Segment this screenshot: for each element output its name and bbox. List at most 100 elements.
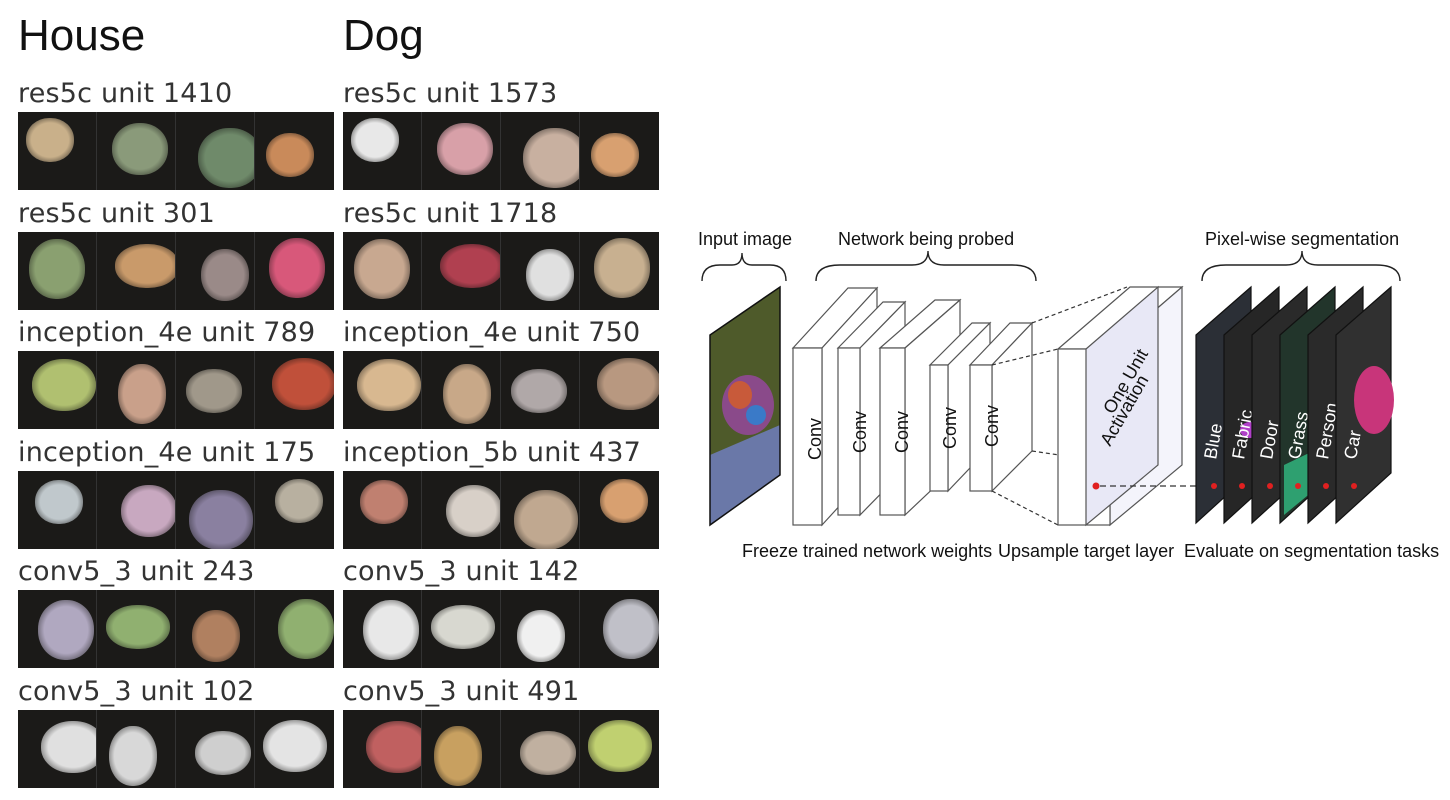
activation-thumbnail (97, 709, 176, 788)
activated-region (112, 123, 168, 175)
activated-region (594, 237, 650, 298)
activation-thumbnail (18, 590, 97, 668)
activation-thumbnail (501, 112, 580, 190)
activation-thumbnail (422, 590, 501, 668)
activation-thumbnail (343, 590, 422, 668)
activated-region (35, 479, 83, 524)
activation-thumbnail (18, 709, 97, 788)
activated-region (446, 484, 500, 537)
unit-label: inception_4e unit 175 (18, 436, 316, 468)
activation-strip (18, 231, 334, 310)
unit-label: res5c unit 301 (18, 197, 216, 229)
activation-thumbnail (255, 231, 334, 310)
activated-region (431, 605, 495, 649)
activated-region (363, 600, 419, 660)
activation-thumbnail (255, 351, 334, 429)
activation-thumbnail (18, 351, 97, 429)
activated-region (514, 489, 578, 549)
activated-region (192, 610, 240, 662)
activated-region (600, 478, 648, 523)
freeze-weights-label: Freeze trained network weights (742, 541, 992, 561)
segmentation-mask: Car (1335, 285, 1394, 525)
activation-strip (343, 351, 659, 429)
activated-region (106, 605, 170, 649)
activated-region (26, 118, 74, 162)
activation-strip (343, 470, 659, 549)
activated-region (38, 600, 94, 660)
network-probed-label: Network being probed (838, 229, 1014, 249)
activation-thumbnail (580, 112, 659, 190)
conv-layer-5: Conv (968, 321, 1034, 493)
activated-region (588, 719, 652, 772)
activated-region (115, 243, 175, 288)
activation-thumbnail (255, 590, 334, 668)
activation-point (1092, 482, 1100, 490)
unit-label: res5c unit 1718 (343, 197, 558, 229)
activation-thumbnail (580, 470, 659, 549)
activation-thumbnail (255, 470, 334, 549)
unit-label: inception_4e unit 789 (18, 317, 316, 348)
activation-strip (343, 112, 659, 190)
activation-thumbnail (501, 590, 580, 668)
activation-thumbnail (176, 470, 255, 549)
upsample-layer-label: Upsample target layer (998, 541, 1174, 561)
activation-thumbnail (97, 470, 176, 549)
activation-thumbnail (18, 231, 97, 310)
activation-thumbnail (422, 470, 501, 549)
activation-thumbnail (176, 112, 255, 190)
activation-thumbnail (255, 709, 334, 788)
input-image (709, 285, 781, 527)
activated-region (263, 719, 327, 772)
activation-thumbnail (97, 231, 176, 310)
activated-region (121, 484, 175, 537)
activated-region (189, 489, 253, 549)
unit-label: conv5_3 unit 142 (343, 556, 580, 587)
activation-thumbnail (176, 590, 255, 668)
network-dissection-diagram: Input image Network being probed Pixel-w… (698, 229, 1439, 561)
activation-thumbnail (501, 470, 580, 549)
activation-thumbnail (501, 351, 580, 429)
activation-thumbnail (343, 231, 422, 310)
activated-region (591, 133, 639, 177)
input-brace (701, 252, 787, 282)
activation-strip (18, 709, 334, 788)
pixel-segmentation-label: Pixel-wise segmentation (1205, 229, 1399, 249)
activation-thumbnail (97, 112, 176, 190)
activation-thumbnail (343, 112, 422, 190)
unit-label: conv5_3 unit 243 (18, 556, 255, 587)
activation-strip (18, 590, 334, 668)
input-image-label: Input image (698, 229, 792, 249)
activated-region (32, 359, 96, 411)
activation-thumbnail (422, 709, 501, 788)
activated-region (526, 248, 574, 301)
activation-thumbnail (501, 231, 580, 310)
activated-region (201, 248, 249, 301)
activation-strip (18, 351, 334, 429)
activation-strip (343, 590, 659, 668)
segmentation-class-label: Car (1340, 429, 1365, 461)
activated-region (434, 725, 482, 786)
conv-label-3: Conv (892, 411, 912, 453)
activated-region (360, 479, 408, 524)
activated-region (272, 358, 334, 410)
activation-strip (18, 470, 334, 549)
activation-thumbnail (580, 709, 659, 788)
activated-region (278, 599, 334, 659)
activation-thumbnail (18, 112, 97, 190)
activation-strip (18, 112, 334, 190)
activated-region (366, 720, 421, 773)
activated-region (523, 128, 579, 188)
activated-region (597, 358, 659, 410)
unit-label: inception_5b unit 437 (343, 436, 641, 468)
activated-region (269, 237, 325, 298)
upsampled-activation-layer: One Unit Activation (1056, 285, 1184, 527)
segmentation-brace (1201, 250, 1401, 282)
activation-thumbnail (422, 231, 501, 310)
activated-region (351, 118, 399, 162)
activation-strip (343, 231, 659, 310)
unit-label: conv5_3 unit 491 (343, 675, 580, 707)
conv-label-5: Conv (982, 405, 1002, 447)
activation-thumbnail (501, 709, 580, 788)
activated-region (275, 478, 323, 523)
activation-thumbnail (255, 112, 334, 190)
